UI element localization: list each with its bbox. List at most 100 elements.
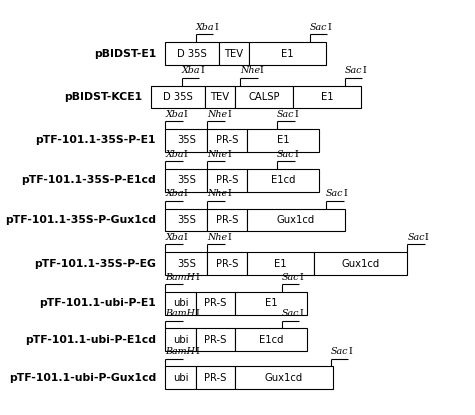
Bar <box>235 86 294 108</box>
Text: BamH: BamH <box>165 309 195 318</box>
Bar <box>247 209 344 232</box>
Bar <box>247 129 319 152</box>
Text: Xba: Xba <box>165 189 184 198</box>
Bar <box>314 252 408 275</box>
Text: BamH: BamH <box>165 273 195 282</box>
Text: PR-S: PR-S <box>204 373 227 383</box>
Text: Gux1cd: Gux1cd <box>265 373 303 383</box>
Text: Nhe: Nhe <box>207 110 228 119</box>
Text: I: I <box>260 66 264 75</box>
Text: I: I <box>348 347 352 356</box>
Text: PR-S: PR-S <box>216 135 238 146</box>
Text: Sac: Sac <box>344 66 362 75</box>
Bar <box>235 292 307 315</box>
Bar <box>165 252 207 275</box>
Bar <box>196 366 235 389</box>
Bar <box>235 366 333 389</box>
Text: Nhe: Nhe <box>207 149 228 159</box>
Text: E1: E1 <box>276 135 289 146</box>
Bar <box>207 129 247 152</box>
Text: Nhe: Nhe <box>207 233 228 242</box>
Text: TEV: TEV <box>225 49 244 59</box>
Bar <box>219 42 249 65</box>
Text: I: I <box>299 309 303 318</box>
Text: Nhe: Nhe <box>240 66 260 75</box>
Text: BamH: BamH <box>165 347 195 356</box>
Text: I: I <box>228 149 231 159</box>
Bar <box>235 328 307 351</box>
Text: E1cd: E1cd <box>259 334 284 345</box>
Text: I: I <box>228 189 231 198</box>
Text: 35S: 35S <box>177 259 196 269</box>
Text: E1cd: E1cd <box>271 175 295 186</box>
Bar <box>165 292 196 315</box>
Text: Gux1cd: Gux1cd <box>276 215 315 225</box>
Text: 35S: 35S <box>177 175 196 186</box>
Bar <box>247 252 314 275</box>
Text: I: I <box>214 23 218 32</box>
Text: pTF-101.1-35S-P-EG: pTF-101.1-35S-P-EG <box>34 259 156 269</box>
Text: I: I <box>195 347 199 356</box>
Text: ubi: ubi <box>173 334 188 345</box>
Text: ubi: ubi <box>173 298 188 308</box>
Text: TEV: TEV <box>210 92 229 102</box>
Bar <box>207 209 247 232</box>
Bar <box>165 366 196 389</box>
Text: I: I <box>184 189 188 198</box>
Text: Xba: Xba <box>165 110 184 119</box>
Text: I: I <box>184 233 188 242</box>
Text: 35S: 35S <box>177 135 196 146</box>
Bar <box>207 252 247 275</box>
Text: E1: E1 <box>281 49 294 59</box>
Text: pTF-101.1-35S-P-Gux1cd: pTF-101.1-35S-P-Gux1cd <box>5 215 156 225</box>
Text: PR-S: PR-S <box>216 215 238 225</box>
Bar <box>165 328 196 351</box>
Text: Sac: Sac <box>408 233 425 242</box>
Text: PR-S: PR-S <box>204 334 227 345</box>
Text: ubi: ubi <box>173 373 188 383</box>
Text: Sac: Sac <box>277 110 294 119</box>
Text: I: I <box>228 110 231 119</box>
Text: pTF-101.1-35S-P-E1: pTF-101.1-35S-P-E1 <box>36 135 156 146</box>
Text: PR-S: PR-S <box>204 298 227 308</box>
Text: Sac: Sac <box>331 347 348 356</box>
Bar <box>247 169 319 192</box>
Text: Sac: Sac <box>310 23 327 32</box>
Text: pBIDST-KCE1: pBIDST-KCE1 <box>64 92 142 102</box>
Text: Nhe: Nhe <box>207 189 228 198</box>
Text: Xba: Xba <box>181 66 200 75</box>
Text: PR-S: PR-S <box>216 175 238 186</box>
Bar <box>294 86 361 108</box>
Text: I: I <box>299 273 303 282</box>
Text: Xba: Xba <box>165 149 184 159</box>
Text: I: I <box>195 309 199 318</box>
Text: I: I <box>425 233 428 242</box>
Text: I: I <box>294 149 298 159</box>
Text: I: I <box>343 189 347 198</box>
Text: CALSP: CALSP <box>248 92 280 102</box>
Text: pBIDST-E1: pBIDST-E1 <box>94 49 156 59</box>
Bar <box>165 42 219 65</box>
Bar <box>196 328 235 351</box>
Text: I: I <box>294 110 298 119</box>
Text: I: I <box>184 110 188 119</box>
Bar <box>205 86 235 108</box>
Text: I: I <box>195 273 199 282</box>
Text: D 35S: D 35S <box>177 49 207 59</box>
Text: pTF-101.1-ubi-P-E1: pTF-101.1-ubi-P-E1 <box>39 298 156 308</box>
Text: pTF-101.1-ubi-P-E1cd: pTF-101.1-ubi-P-E1cd <box>25 334 156 345</box>
Bar <box>249 42 326 65</box>
Text: Gux1cd: Gux1cd <box>342 259 380 269</box>
Text: I: I <box>327 23 331 32</box>
Text: E1: E1 <box>321 92 333 102</box>
Text: E1: E1 <box>274 259 287 269</box>
Text: D 35S: D 35S <box>163 92 193 102</box>
Bar <box>165 209 207 232</box>
Text: 35S: 35S <box>177 215 196 225</box>
Bar <box>152 86 205 108</box>
Text: Sac: Sac <box>282 273 299 282</box>
Bar <box>207 169 247 192</box>
Text: Xba: Xba <box>196 23 214 32</box>
Text: I: I <box>184 149 188 159</box>
Bar <box>165 169 207 192</box>
